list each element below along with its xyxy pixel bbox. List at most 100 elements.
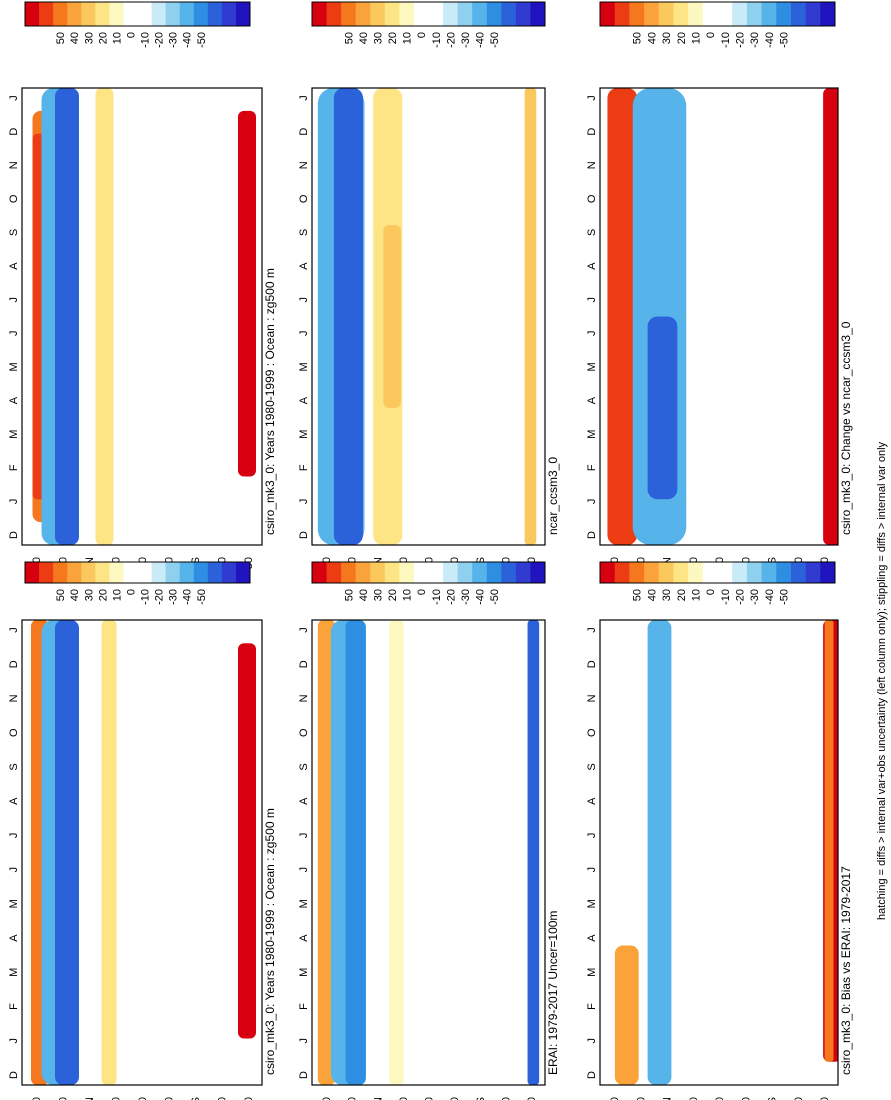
heatmap-band xyxy=(238,110,256,477)
month-tick-label: J xyxy=(298,499,310,505)
colorbar-swatch xyxy=(312,2,328,26)
month-tick-label: F xyxy=(8,464,20,471)
month-tick-label: D xyxy=(298,531,310,539)
colorbar-label: 30 xyxy=(661,589,673,601)
month-tick-label: J xyxy=(586,627,598,633)
lat-tick-label: 0 xyxy=(137,1097,149,1100)
colorbar-swatch xyxy=(717,562,733,583)
colorbar-swatch xyxy=(355,562,371,583)
month-tick-label: J xyxy=(8,627,20,633)
colorbar-label: -50 xyxy=(779,32,791,48)
colorbar-swatch xyxy=(399,562,415,583)
heatmap-band xyxy=(55,88,79,545)
month-tick-label: D xyxy=(586,660,598,668)
colorbar-swatch xyxy=(688,2,704,26)
colorbar-label: 40 xyxy=(69,32,81,44)
heatmap-band xyxy=(647,620,672,1085)
month-tick-label: A xyxy=(298,396,310,404)
colorbar-swatch xyxy=(341,2,357,26)
colorbar-swatch xyxy=(384,562,400,583)
heatmap-band xyxy=(524,88,537,545)
heatmap-band xyxy=(823,88,838,545)
colorbar-swatch xyxy=(109,2,124,26)
heatmap-band xyxy=(55,620,79,1085)
colorbar-swatch xyxy=(515,562,531,583)
lat-tick-label: 80 xyxy=(243,1097,255,1100)
colorbar-label: -30 xyxy=(168,32,180,48)
colorbar-swatch xyxy=(472,562,488,583)
colorbar-swatch xyxy=(600,2,616,26)
colorbar-swatch xyxy=(790,562,807,583)
colorbar: 50 40 30 20 10 0 -10 -20 -30 -40 -50 xyxy=(24,1,251,48)
heatmap-panel: csiro_mk3_0: Years 1980-1999 : Ocean : z… xyxy=(8,619,277,1100)
panel-title: csiro_mk3_0: Years 1980-1999 : Ocean : z… xyxy=(263,268,277,535)
colorbar-label: -30 xyxy=(460,589,472,605)
lat-tick-label: 60 xyxy=(793,1097,805,1100)
colorbar-swatch xyxy=(123,2,138,26)
colorbar-swatch xyxy=(805,2,821,26)
colorbar-swatch xyxy=(81,2,96,26)
colorbar-swatch xyxy=(530,2,546,26)
month-tick-label: F xyxy=(8,1003,20,1010)
colorbar-swatch xyxy=(151,2,167,26)
colorbar-swatch xyxy=(95,562,110,583)
lat-tick-label: °S xyxy=(190,1097,202,1100)
month-tick-label: M xyxy=(586,362,598,371)
colorbar-label: 10 xyxy=(690,32,702,44)
colorbar-swatch xyxy=(137,2,153,26)
colorbar-label: -30 xyxy=(460,32,472,48)
month-tick-label: O xyxy=(586,728,598,737)
colorbar-label: 50 xyxy=(55,32,67,44)
lat-tick-label: °S xyxy=(475,1097,487,1100)
month-tick-label: O xyxy=(298,194,310,203)
colorbar-swatch xyxy=(165,562,181,583)
colorbar-label: 0 xyxy=(125,589,137,595)
month-tick-label: J xyxy=(298,331,310,337)
colorbar-swatch xyxy=(761,562,777,583)
colorbar-label: -20 xyxy=(154,589,166,605)
colorbar-swatch xyxy=(717,2,733,26)
colorbar-label: 0 xyxy=(416,589,428,595)
heatmap-panel: csiro_mk3_0: Change vs ncar_ccsm3_08060°… xyxy=(586,87,853,569)
colorbar-swatch xyxy=(81,562,96,583)
month-tick-label: M xyxy=(298,968,310,977)
colorbar-swatch xyxy=(326,2,342,26)
month-tick-label: A xyxy=(298,262,310,270)
colorbar-swatch xyxy=(820,562,836,583)
colorbar-label: -20 xyxy=(154,32,166,48)
colorbar-swatch xyxy=(413,562,429,583)
colorbar-swatch xyxy=(312,562,328,583)
month-tick-label: J xyxy=(8,499,20,505)
lat-tick-label: °N xyxy=(662,1097,674,1100)
month-tick-label: J xyxy=(586,499,598,505)
colorbar-swatch xyxy=(629,2,645,26)
colorbar-swatch xyxy=(472,2,488,26)
month-tick-label: J xyxy=(298,627,310,633)
colorbar-swatch xyxy=(207,2,223,26)
lat-tick-label: 20 xyxy=(398,1097,410,1100)
colorbar-swatch xyxy=(600,562,616,583)
lat-tick-label: 20 xyxy=(111,1097,123,1100)
month-tick-label: M xyxy=(8,968,20,977)
panel-title: ERAI: 1979-2017 Uncer=100m xyxy=(546,911,560,1075)
colorbar-swatch xyxy=(746,562,763,583)
colorbar-swatch xyxy=(39,2,54,26)
month-tick-label: J xyxy=(8,867,20,873)
colorbar-label: 10 xyxy=(111,589,123,601)
colorbar-swatch xyxy=(501,2,517,26)
colorbar-swatch xyxy=(644,562,660,583)
month-tick-label: M xyxy=(298,899,310,908)
month-tick-label: M xyxy=(586,968,598,977)
colorbar-label: -30 xyxy=(168,589,180,605)
month-tick-label: N xyxy=(298,694,310,702)
colorbar-label: -40 xyxy=(182,32,194,48)
colorbar-swatch xyxy=(370,562,386,583)
month-tick-label: J xyxy=(8,833,20,839)
colorbar-label: -20 xyxy=(735,589,747,605)
colorbar-label: -10 xyxy=(431,32,443,48)
month-tick-label: D xyxy=(8,128,20,136)
colorbar-swatch xyxy=(443,562,459,583)
colorbar-swatch xyxy=(776,562,792,583)
colorbar-label: 30 xyxy=(373,589,385,601)
lat-tick-label: 80 xyxy=(526,1097,538,1100)
